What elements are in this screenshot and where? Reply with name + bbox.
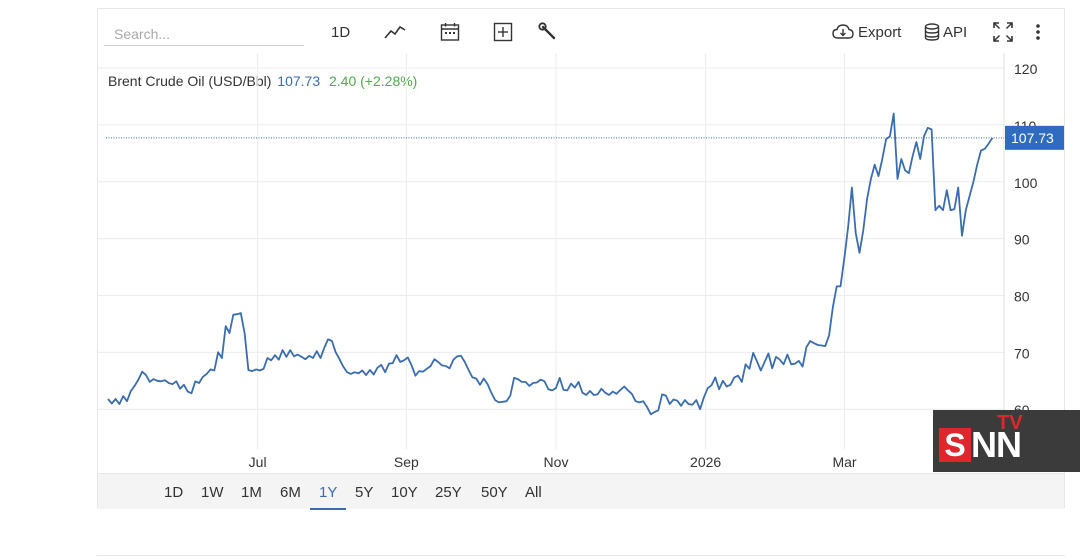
- chart-toolbar: 1D: [98, 9, 1064, 53]
- date-range-button[interactable]: [440, 19, 460, 45]
- y-tick-label: 80: [1014, 288, 1030, 304]
- watermark-s: S: [939, 428, 971, 462]
- instrument-name: Brent Crude Oil (USD/Bbl): [108, 73, 272, 89]
- range-button-10y[interactable]: 10Y: [391, 484, 418, 501]
- cloud-download-icon: [832, 24, 854, 39]
- calendar-icon: [440, 23, 460, 41]
- range-button-5y[interactable]: 5Y: [355, 484, 374, 501]
- settings-tools-button[interactable]: [538, 19, 558, 45]
- x-tick-label: Jul: [249, 454, 267, 470]
- interval-button[interactable]: 1D: [331, 19, 350, 45]
- wrench-icon: [538, 22, 556, 40]
- x-tick-label: 2026: [690, 454, 721, 470]
- watermark-tv: TV: [997, 412, 1023, 434]
- active-range-underline: [310, 508, 346, 510]
- plus-box-icon: [493, 22, 513, 42]
- interval-label: 1D: [331, 23, 351, 41]
- line-chart-icon: [384, 25, 406, 39]
- range-button-1m[interactable]: 1M: [241, 484, 262, 501]
- price-series-line: [107, 112, 994, 416]
- range-button-1y[interactable]: 1Y: [319, 484, 338, 501]
- chart-widget: 1D: [97, 8, 1065, 510]
- price-change: 2.40 (+2.28%): [329, 73, 418, 89]
- search-input[interactable]: [104, 22, 304, 46]
- range-button-1w[interactable]: 1W: [201, 484, 224, 501]
- export-label: Export: [858, 23, 902, 41]
- last-price-tag-label: 107.73: [1011, 130, 1054, 146]
- last-price-tag: [1005, 125, 1064, 150]
- more-options-button[interactable]: [1034, 19, 1042, 45]
- y-tick-label: 100: [1014, 175, 1038, 191]
- snn-tv-watermark: S NN TV: [933, 410, 1080, 472]
- range-button-all[interactable]: All: [525, 484, 542, 501]
- database-icon: [924, 23, 940, 41]
- x-tick-label: Sep: [394, 454, 419, 470]
- range-selector: 1D 1W 1M 6M 1Y 5Y 10Y 25Y 50Y All: [98, 473, 1064, 510]
- last-price: 107.73: [277, 73, 321, 89]
- more-vertical-icon: [1036, 24, 1040, 40]
- api-button[interactable]: API: [924, 19, 967, 45]
- watermark-nn: NN: [971, 424, 1022, 465]
- range-button-50y[interactable]: 50Y: [481, 484, 508, 501]
- range-button-6m[interactable]: 6M: [280, 484, 301, 501]
- range-button-25y[interactable]: 25Y: [435, 484, 462, 501]
- fullscreen-icon: [993, 22, 1013, 42]
- export-button[interactable]: Export: [832, 19, 901, 45]
- chart-header: Brent Crude Oil (USD/Bbl) 107.73 2.40 (+…: [108, 73, 417, 89]
- price-chart[interactable]: 60708090100110120JulSepNov2026MarMa107.7…: [98, 9, 1064, 473]
- x-tick-label: Nov: [544, 454, 569, 470]
- compare-button[interactable]: [493, 19, 513, 45]
- y-tick-label: 90: [1014, 232, 1030, 248]
- y-tick-label: 120: [1014, 61, 1038, 77]
- api-label: API: [943, 23, 968, 41]
- x-tick-label: Mar: [832, 454, 856, 470]
- divider: [97, 555, 1065, 556]
- range-button-1d[interactable]: 1D: [164, 484, 184, 501]
- fullscreen-button[interactable]: [993, 19, 1013, 45]
- y-tick-label: 70: [1014, 345, 1030, 361]
- chart-type-button[interactable]: [384, 19, 406, 45]
